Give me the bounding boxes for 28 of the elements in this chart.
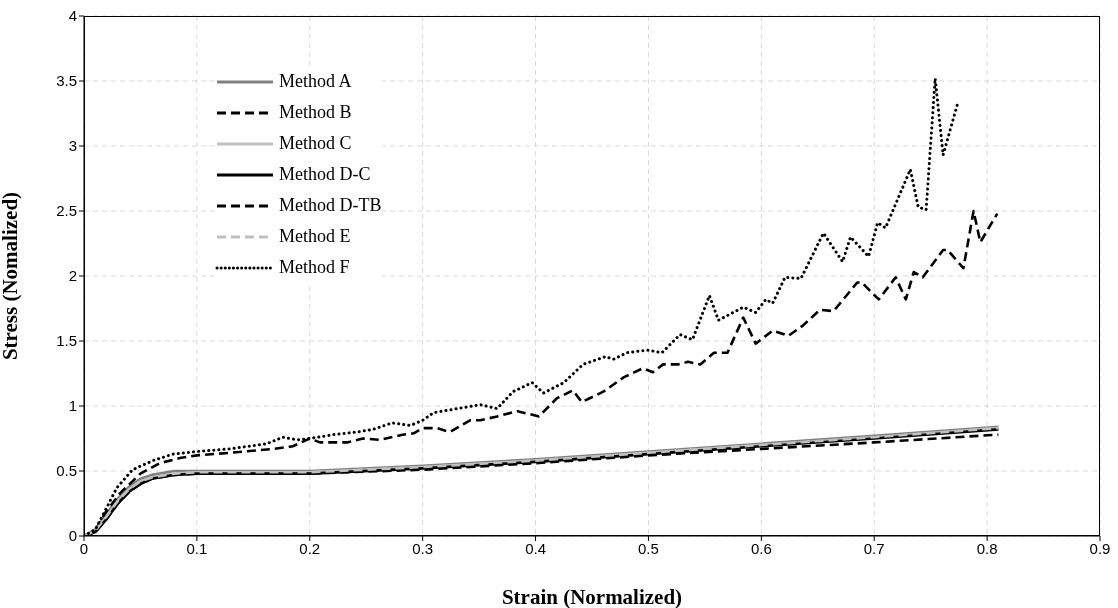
x-tick-label: 0.4: [525, 539, 546, 557]
legend-label: Method C: [279, 133, 352, 154]
legend-label: Method E: [279, 226, 351, 247]
x-tick-label: 0.1: [186, 539, 208, 557]
y-tick-label: 1: [68, 397, 77, 415]
x-tick-label: 0.2: [299, 539, 321, 557]
y-tick-label: 0: [68, 527, 77, 545]
x-tick-label: 0.9: [1089, 539, 1111, 557]
y-tick-label: 3.5: [56, 72, 77, 90]
y-tick-label: 3: [68, 137, 77, 155]
x-tick-label: 0.8: [976, 539, 998, 557]
y-tick-label: 4: [68, 7, 77, 25]
y-tick-label: 1.5: [56, 332, 77, 350]
legend-label: Method B: [279, 102, 352, 123]
legend-label: Method D-TB: [279, 195, 382, 216]
x-axis-title: Strain (Normalized): [501, 585, 683, 608]
y-tick-label: 2.5: [56, 202, 77, 220]
x-tick-label: 0.7: [863, 539, 885, 557]
legend-label: Method A: [279, 71, 352, 92]
x-tick-label: 0: [79, 539, 89, 557]
legend-label: Method F: [279, 257, 350, 278]
x-tick-label: 0.3: [412, 539, 434, 557]
x-tick-label: 0.6: [750, 539, 772, 557]
y-axis-title: Stress (Nomalized): [0, 191, 23, 361]
legend-label: Method D-C: [279, 164, 371, 185]
y-tick-label: 2: [68, 267, 77, 285]
x-tick-label: 0.5: [638, 539, 659, 557]
y-tick-label: 0.5: [56, 462, 77, 480]
